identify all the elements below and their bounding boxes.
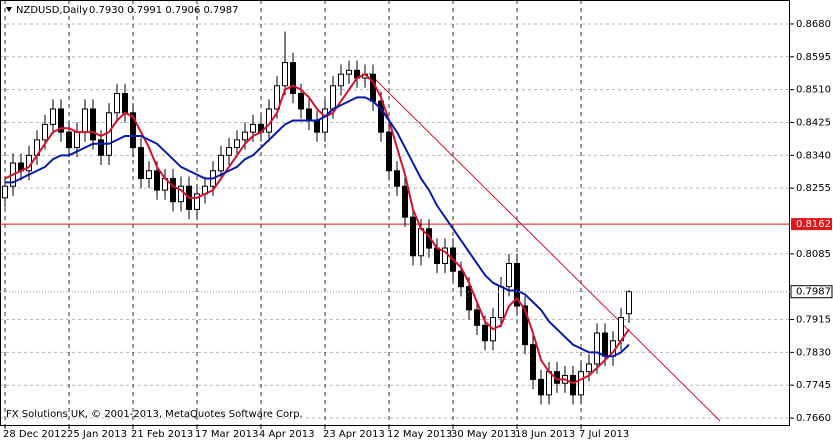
- candle-body: [122, 93, 128, 114]
- candle-body: [170, 178, 176, 203]
- candle-body: [154, 170, 160, 191]
- chart-title: NZDUSD,Daily: [16, 5, 88, 16]
- candle-body: [250, 123, 256, 133]
- candle-body: [50, 108, 56, 125]
- y-tick-label: 0.7660: [796, 413, 831, 424]
- candle-body: [578, 371, 584, 396]
- candle-body: [410, 216, 416, 257]
- moving-average: [4, 72, 630, 385]
- candle-body: [602, 332, 608, 357]
- price-label: 0.7987: [796, 287, 831, 298]
- x-tick-label: 25 Jan 2013: [67, 429, 127, 440]
- candle-body: [466, 286, 472, 311]
- candle-body: [514, 263, 520, 307]
- candle-body: [570, 375, 576, 396]
- candle-body: [90, 108, 96, 141]
- candle-body: [434, 247, 440, 265]
- candle-body: [530, 344, 536, 380]
- candle-body: [330, 85, 336, 110]
- y-tick-label: 0.8510: [796, 85, 831, 96]
- candle-body: [178, 185, 184, 203]
- candle-body: [274, 85, 280, 110]
- candle-body: [314, 120, 320, 133]
- candle-body: [74, 131, 80, 149]
- y-tick-label: 0.7745: [796, 380, 831, 391]
- candle-body: [194, 193, 200, 210]
- candle-body: [98, 139, 104, 156]
- candle-body: [322, 108, 328, 133]
- candle-body: [234, 139, 240, 149]
- candle-body: [298, 93, 304, 110]
- candle-body: [418, 228, 424, 257]
- candle-body: [586, 363, 592, 373]
- y-tick-label: 0.8425: [796, 117, 831, 128]
- candle-body: [506, 263, 512, 288]
- candle-body: [146, 170, 152, 179]
- candle-body: [626, 291, 632, 315]
- trendline: [368, 72, 721, 422]
- candle-body: [66, 131, 72, 149]
- candle-body: [242, 131, 248, 141]
- candle-body: [58, 108, 64, 133]
- y-tick-label: 0.8680: [796, 19, 831, 30]
- y-tick-label: 0.8340: [796, 150, 831, 161]
- candle-body: [338, 73, 344, 87]
- candle-body: [594, 332, 600, 365]
- x-tick-label: 12 May 2013: [387, 429, 452, 440]
- y-tick-label: 0.8255: [796, 183, 831, 194]
- candle-body: [130, 112, 136, 149]
- candle-body: [114, 93, 120, 114]
- y-tick-label: 0.8085: [796, 249, 831, 260]
- candle-body: [282, 62, 288, 87]
- x-tick-label: 28 Dec 2012: [3, 429, 67, 440]
- x-tick-label: 7 Jul 2013: [579, 429, 629, 440]
- level-label: 0.8162: [796, 219, 831, 230]
- candle-body: [402, 185, 408, 218]
- chart-subtitle: 0.7930 0.7991 0.7906 0.7987: [89, 5, 239, 16]
- candle-body: [522, 305, 528, 346]
- candle-body: [290, 62, 296, 94]
- candle-body: [2, 185, 8, 199]
- candle-body: [226, 147, 232, 156]
- y-tick-label: 0.8595: [796, 52, 831, 63]
- candle-body: [138, 147, 144, 180]
- candle-body: [42, 123, 48, 141]
- x-tick-label: 23 Apr 2013: [323, 429, 385, 440]
- x-tick-label: 4 Apr 2013: [259, 429, 314, 440]
- x-tick-label: 18 Jun 2013: [515, 429, 575, 440]
- footer: FX Solutions UK, © 2001-2013, MetaQuotes…: [6, 409, 303, 420]
- y-tick-label: 0.7830: [796, 347, 831, 358]
- level-label-box: [791, 218, 832, 231]
- price-label-box: [790, 285, 833, 299]
- candle-body: [458, 270, 464, 288]
- candle-body: [306, 108, 312, 122]
- candle-body: [370, 73, 376, 102]
- x-tick-label: 30 May 2013: [451, 429, 516, 440]
- x-tick-label: 17 Mar 2013: [195, 429, 258, 440]
- candle-body: [482, 324, 488, 342]
- candle-body: [394, 170, 400, 187]
- menu-arrow: [6, 7, 12, 12]
- x-tick-label: 21 Feb 2013: [131, 429, 193, 440]
- candle-body: [82, 108, 88, 133]
- candle-body: [386, 131, 392, 172]
- candle-body: [218, 154, 224, 172]
- candle-body: [538, 378, 544, 396]
- candle-body: [474, 309, 480, 326]
- candle-body: [346, 69, 352, 75]
- moving-average: [5, 96, 630, 358]
- plot-frame: [0, 0, 790, 426]
- candle-body: [378, 100, 384, 133]
- y-tick-label: 0.7915: [796, 315, 831, 326]
- candle-body: [442, 247, 448, 265]
- candle-body: [546, 371, 552, 396]
